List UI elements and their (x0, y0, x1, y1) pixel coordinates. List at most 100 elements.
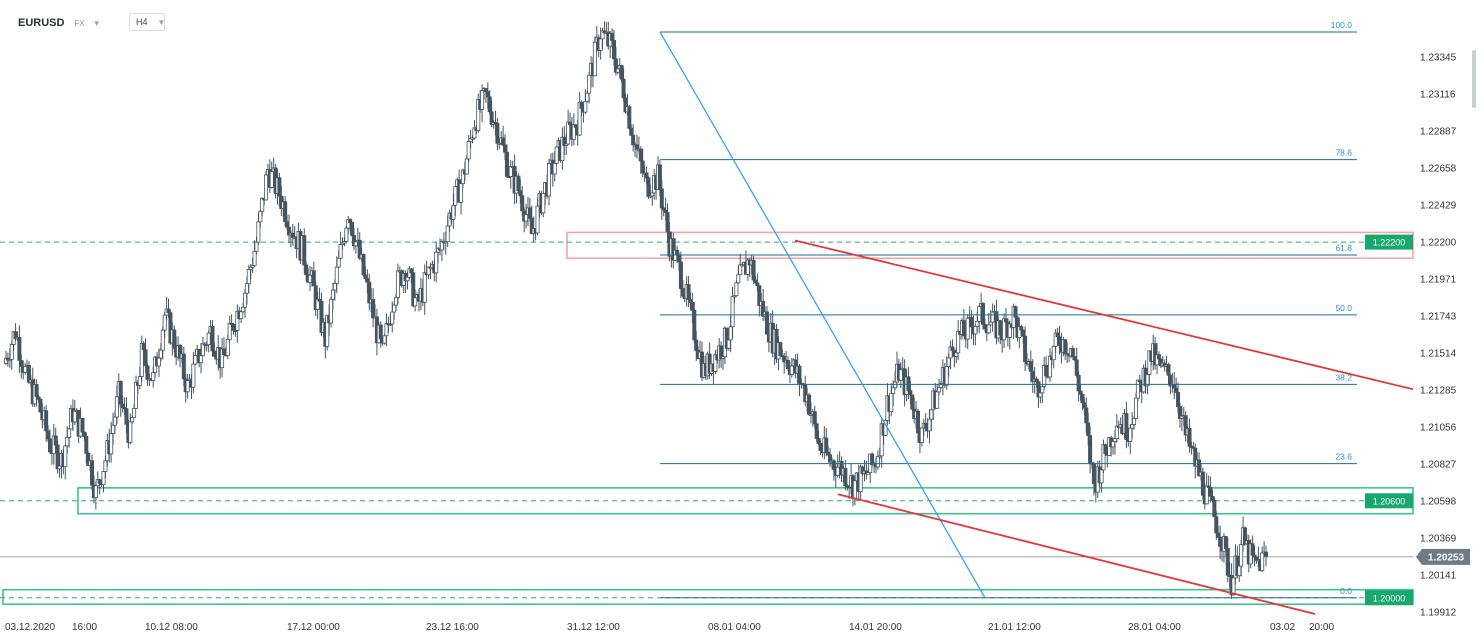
candle-body-bear (1223, 536, 1228, 549)
candle-body-bull (239, 311, 244, 320)
candle-body-bear (1084, 407, 1089, 424)
candle (220, 337, 225, 378)
candle-body-bear (1124, 413, 1129, 440)
candle-body-bull (332, 283, 337, 291)
candle-body-bear (1028, 361, 1033, 372)
candle-body-bull (258, 210, 263, 223)
candle-body-bull (728, 326, 733, 341)
candle-body-bull (1111, 441, 1116, 448)
candle-body-bear (503, 144, 508, 153)
candle-body-bear (80, 417, 85, 433)
x-tick-label: 08.01 04:00 (708, 622, 761, 633)
x-tick-label: 23.12 16:00 (426, 622, 479, 633)
candle-body-bull (65, 436, 70, 447)
y-tick-label: 1.22658 (1420, 164, 1457, 175)
candle-body-bear (304, 264, 309, 276)
candle-body-bear (619, 65, 624, 80)
candle-body-bear (797, 365, 802, 384)
candle-body-bear (1088, 435, 1093, 464)
candle-body-bull (244, 283, 249, 294)
candle (97, 478, 102, 495)
candle-body-bear (778, 342, 783, 356)
candle-body-bull (1099, 469, 1104, 484)
candle-body-bull (151, 372, 156, 381)
y-tick-label: 1.21056 (1420, 423, 1457, 434)
candle-body-bull (344, 227, 349, 242)
candle-body-bull (185, 380, 190, 393)
axes-layer: 1.22200 1.20600 1.20000 1.23345 1.23116 1.228… (5, 50, 1476, 633)
candle-body-bear (1214, 516, 1219, 534)
candle-body-bull (1112, 438, 1117, 442)
candle-body-bear (1070, 348, 1075, 358)
candle (577, 91, 582, 136)
candle-body-bull (990, 311, 995, 323)
candle-body-bear (910, 394, 915, 410)
candle (965, 314, 970, 349)
candle-body-bull (132, 407, 137, 418)
candle-body-bear (998, 320, 1003, 336)
candle-body-bear (1076, 374, 1081, 392)
candle-body-bull (587, 74, 592, 94)
candle-body-bull (72, 410, 77, 423)
candle-body-bear (755, 282, 760, 287)
candle-body-bull (334, 266, 339, 284)
horizontal-lines-layer (0, 241, 1413, 599)
candle-body-bull (193, 355, 198, 365)
candle (1237, 564, 1242, 582)
candle-body-bear (982, 324, 987, 330)
candle (269, 161, 274, 189)
candle (782, 352, 787, 374)
y-tick-label: 1.20827 (1420, 460, 1457, 471)
candle (1212, 497, 1217, 518)
candle-body-bull (944, 366, 949, 386)
candle (134, 375, 139, 409)
candle-body-bear (1063, 339, 1068, 355)
market-label: FX (74, 18, 85, 28)
candle-body-bear (361, 254, 366, 276)
y-tick-label: 1.20141 (1420, 570, 1457, 581)
candle (1051, 345, 1056, 369)
candle (200, 336, 205, 357)
candle-body-bull (1130, 424, 1135, 429)
candle-body-bear (1174, 387, 1179, 393)
candle (852, 480, 857, 506)
candle (1264, 545, 1269, 567)
candle-body-bear (1156, 354, 1161, 360)
candle-body-bull (128, 421, 133, 443)
candle-body-bear (610, 33, 615, 41)
candle-body-bear (1200, 471, 1205, 496)
candle (63, 444, 68, 480)
candle-body-bear (814, 423, 819, 439)
level-label: 1.22200 (1365, 234, 1413, 250)
candle-body-bear (812, 411, 817, 425)
candle-body-bear (516, 175, 521, 192)
candle-body-bull (730, 296, 735, 328)
fib-label: 61.8 (1335, 243, 1352, 253)
candle-body-bear (818, 443, 823, 451)
candle (23, 362, 28, 375)
candle-body-bear (97, 479, 102, 484)
candle-body-bull (1204, 485, 1209, 505)
candle (231, 322, 236, 335)
level-label-text: 1.22200 (1373, 238, 1406, 248)
candle-body-bear (118, 381, 123, 405)
candle-body-bull (9, 343, 14, 360)
timeframe-selector[interactable]: H4 ▼ (129, 13, 165, 31)
candle-body-bear (371, 299, 376, 319)
candle-body-bear (961, 320, 966, 337)
candle (719, 341, 724, 368)
chevron-down-icon: ▼ (157, 17, 166, 27)
candle-body-bear (1225, 548, 1230, 576)
candle-body-bull (598, 38, 603, 51)
candle (1099, 469, 1104, 493)
candle-body-bull (789, 365, 794, 375)
candle-body-bear (17, 336, 22, 361)
candle-body-bull (726, 339, 731, 349)
candle-body-bull (394, 297, 399, 306)
candle-body-bear (221, 348, 226, 355)
symbol-selector[interactable]: EURUSD FX ▼ (18, 13, 101, 33)
candle (1074, 347, 1079, 378)
candle-body-bull (353, 241, 358, 247)
